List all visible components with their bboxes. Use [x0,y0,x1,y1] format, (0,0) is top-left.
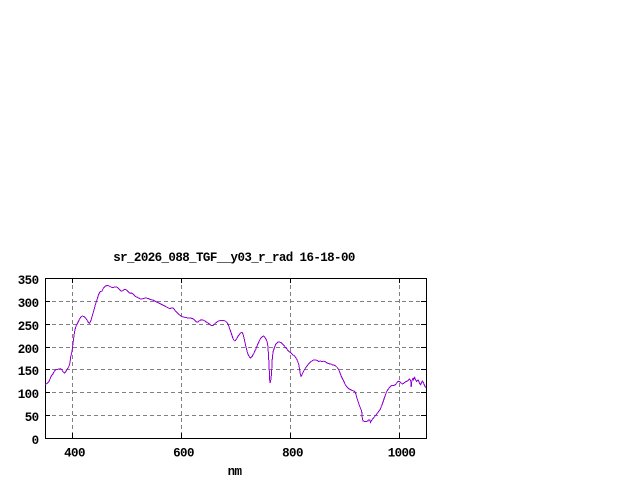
svg-text:50: 50 [25,411,39,425]
svg-text:250: 250 [18,320,39,334]
svg-text:800: 800 [282,446,303,460]
svg-text:350: 350 [18,274,39,288]
svg-text:100: 100 [18,388,39,402]
svg-text:0: 0 [32,434,39,448]
svg-text:600: 600 [173,446,194,460]
svg-text:150: 150 [18,365,39,379]
svg-text:400: 400 [64,446,85,460]
svg-text:1000: 1000 [388,446,416,460]
svg-text:300: 300 [18,297,39,311]
svg-text:nm: nm [228,465,243,479]
svg-text:200: 200 [18,343,39,357]
svg-text:sr_2026_088_TGF__y03_r_rad 16-: sr_2026_088_TGF__y03_r_rad 16-18-00 [113,251,355,265]
